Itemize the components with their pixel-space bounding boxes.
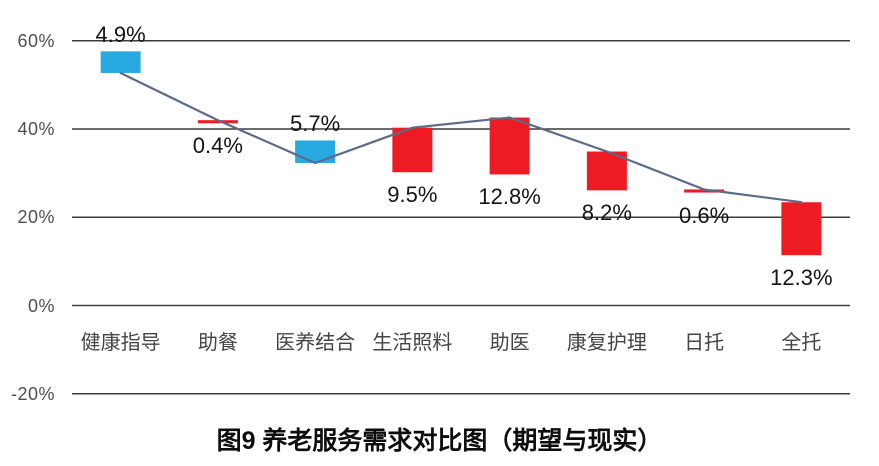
y-tick-40pct: 40% xyxy=(17,119,55,139)
gap-label-daily-care: 9.5% xyxy=(387,182,438,208)
gap-label-day-care: 0.6% xyxy=(679,202,730,228)
gap-bar-medical-assist xyxy=(489,117,530,175)
y-tick-60pct: 60% xyxy=(17,30,55,51)
gap-bar-medical-care-integration xyxy=(295,140,336,163)
x-label-rehab-nursing: 康复护理 xyxy=(566,332,647,354)
y-tick-20pct: 20% xyxy=(17,207,55,228)
gap-bar-full-time-care xyxy=(781,202,822,256)
x-label-full-time-care: 全托 xyxy=(781,332,822,354)
gap-label-medical-assist: 12.8% xyxy=(478,184,541,210)
gap-label-medical-care-integration: 5.7% xyxy=(290,111,341,137)
gap-bar-day-care xyxy=(684,189,725,193)
gap-label-rehab-nursing: 8.2% xyxy=(581,200,632,226)
x-label-health-guidance: 健康指导 xyxy=(80,332,161,354)
gap-bar-rehab-nursing xyxy=(586,151,627,191)
y-tick-0pct: 0% xyxy=(27,295,55,316)
gap-label-meal-assist: 0.4% xyxy=(192,133,243,159)
chart-caption: 图9 养老服务需求对比图（期望与现实） xyxy=(216,427,663,455)
y-tick-neg20pct: -20% xyxy=(10,383,55,404)
x-label-day-care: 日托 xyxy=(684,332,725,354)
gap-bar-daily-care xyxy=(392,127,433,173)
x-label-daily-care: 生活照料 xyxy=(372,332,453,354)
gap-label-full-time-care: 12.3% xyxy=(770,265,833,291)
x-label-medical-assist: 助医 xyxy=(489,332,530,354)
x-label-meal-assist: 助餐 xyxy=(197,332,238,354)
gap-bar-meal-assist xyxy=(197,120,238,124)
gap-bar-health-guidance xyxy=(100,51,141,73)
trend-line xyxy=(119,71,803,204)
gap-label-health-guidance: 4.9% xyxy=(95,22,146,48)
x-label-medical-care-integration: 医养结合 xyxy=(275,332,356,354)
